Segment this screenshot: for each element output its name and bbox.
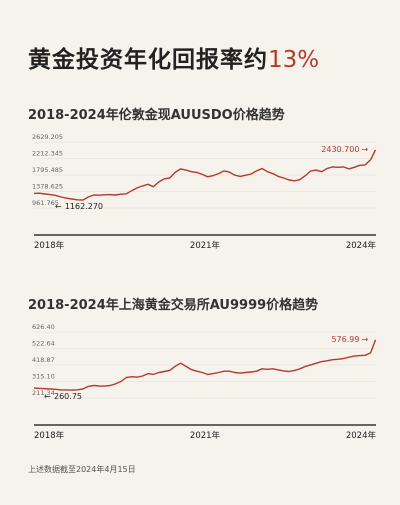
x-tick-label: 2021年 [190, 240, 221, 251]
chart-title-shanghai-gold: 2018-2024年上海黄金交易所AU9999价格趋势 [28, 298, 319, 313]
x-tick-label: 2018年 [34, 240, 65, 251]
x-tick-label: 2021年 [190, 430, 221, 441]
min-value-label: 260.75 [54, 392, 82, 401]
y-tick-label: 315.10 [32, 373, 55, 381]
shanghai-gold-chart: 626.40 522.64 418.87 315.10 211.34 2018年 2021年… [32, 323, 377, 441]
max-value-label: 2430.700 [321, 145, 359, 154]
x-tick-label: 2024年 [346, 240, 377, 251]
x-tick-label: 2024年 [346, 430, 377, 441]
x-tick-label: 2018年 [34, 430, 65, 441]
y-tick-label: 1378.625 [32, 183, 63, 191]
y-tick-label: 418.87 [32, 356, 55, 364]
y-tick-label: 2629.205 [32, 133, 63, 141]
min-arrow-icon: ← [55, 202, 62, 211]
y-tick-label: 211.34 [32, 389, 55, 397]
y-tick-label: 1795.485 [32, 166, 63, 174]
y-tick-label: 522.64 [32, 339, 55, 347]
price-line [33, 149, 377, 201]
title-text: 黄金投资年化回报率约 [28, 47, 268, 73]
max-arrow-icon: → [361, 145, 368, 154]
y-tick-label: 626.40 [32, 323, 55, 331]
min-arrow-icon: ← [44, 392, 51, 401]
london-gold-chart: 2629.205 2212.345 1795.485 1378.625 961.765 2… [32, 133, 377, 251]
max-value-label: 576.99 [331, 335, 359, 344]
max-arrow-icon: → [361, 335, 368, 344]
y-tick-label: 2212.345 [32, 150, 63, 158]
price-line [33, 339, 377, 391]
min-value-label: 1162.270 [65, 202, 103, 211]
page-title: 黄金投资年化回报率约13% [28, 40, 319, 74]
y-tick-label: 961.765 [32, 199, 59, 207]
chart-title-london-gold: 2018-2024年伦敦金现AUUSDO价格趋势 [28, 108, 285, 123]
title-accent: 13% [268, 47, 320, 73]
footnote: 上述数据截至2024年4月15日 [28, 465, 136, 474]
